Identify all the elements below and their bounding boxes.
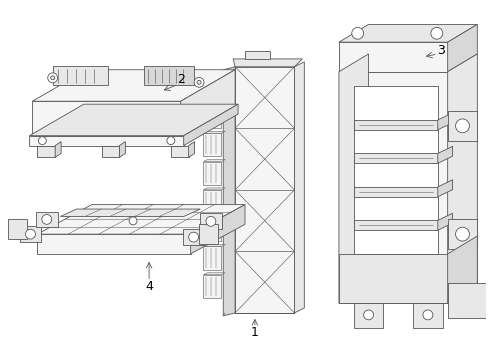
- Polygon shape: [190, 204, 244, 254]
- Text: 2: 2: [177, 73, 184, 86]
- Circle shape: [194, 77, 203, 87]
- Polygon shape: [203, 244, 225, 247]
- Polygon shape: [203, 103, 225, 105]
- Polygon shape: [32, 70, 235, 101]
- Polygon shape: [36, 212, 58, 227]
- Polygon shape: [203, 133, 221, 157]
- Polygon shape: [353, 86, 437, 254]
- Circle shape: [455, 227, 468, 241]
- Polygon shape: [244, 51, 269, 59]
- Polygon shape: [338, 254, 447, 303]
- Polygon shape: [203, 159, 225, 162]
- Polygon shape: [144, 66, 193, 85]
- Polygon shape: [353, 303, 383, 328]
- Polygon shape: [170, 145, 188, 157]
- Circle shape: [129, 217, 137, 225]
- Polygon shape: [353, 120, 437, 130]
- Polygon shape: [412, 303, 442, 328]
- Circle shape: [422, 310, 432, 320]
- Circle shape: [166, 137, 174, 145]
- Polygon shape: [203, 131, 225, 133]
- Polygon shape: [294, 62, 304, 313]
- Polygon shape: [233, 305, 302, 313]
- Polygon shape: [188, 141, 194, 157]
- Polygon shape: [223, 67, 235, 316]
- Polygon shape: [29, 136, 183, 145]
- Polygon shape: [198, 224, 218, 244]
- Polygon shape: [37, 234, 190, 254]
- Circle shape: [430, 27, 442, 39]
- Polygon shape: [203, 275, 221, 298]
- Polygon shape: [55, 141, 61, 157]
- Polygon shape: [37, 204, 244, 234]
- Polygon shape: [203, 216, 225, 218]
- Polygon shape: [353, 153, 437, 163]
- Polygon shape: [203, 75, 225, 77]
- Polygon shape: [353, 187, 437, 197]
- Polygon shape: [183, 229, 204, 245]
- Polygon shape: [119, 141, 125, 157]
- Polygon shape: [32, 101, 181, 136]
- Text: 1: 1: [250, 326, 258, 339]
- Text: 3: 3: [436, 44, 444, 57]
- Circle shape: [25, 229, 35, 239]
- Polygon shape: [181, 70, 235, 136]
- Circle shape: [351, 27, 363, 39]
- Polygon shape: [102, 145, 119, 157]
- Polygon shape: [200, 213, 221, 229]
- Circle shape: [197, 80, 201, 84]
- Polygon shape: [338, 42, 447, 72]
- Polygon shape: [447, 236, 476, 303]
- Polygon shape: [183, 104, 238, 145]
- Polygon shape: [203, 273, 225, 275]
- Polygon shape: [235, 67, 294, 313]
- Polygon shape: [20, 226, 41, 242]
- Polygon shape: [37, 145, 55, 157]
- Polygon shape: [437, 213, 452, 230]
- Text: 4: 4: [145, 280, 153, 293]
- Polygon shape: [203, 218, 221, 241]
- Polygon shape: [447, 54, 476, 303]
- Circle shape: [51, 76, 55, 80]
- Polygon shape: [338, 24, 476, 42]
- Polygon shape: [447, 219, 476, 249]
- Polygon shape: [53, 66, 107, 85]
- Polygon shape: [203, 247, 221, 270]
- Polygon shape: [8, 219, 27, 239]
- Polygon shape: [437, 180, 452, 197]
- Polygon shape: [203, 77, 221, 100]
- Polygon shape: [353, 220, 437, 230]
- Polygon shape: [338, 54, 368, 303]
- Polygon shape: [447, 24, 476, 72]
- Circle shape: [48, 73, 58, 83]
- Polygon shape: [437, 113, 452, 130]
- Polygon shape: [447, 111, 476, 141]
- Polygon shape: [447, 283, 486, 318]
- Circle shape: [455, 119, 468, 133]
- Polygon shape: [233, 59, 302, 67]
- Polygon shape: [203, 190, 221, 213]
- Circle shape: [38, 137, 46, 145]
- Polygon shape: [29, 104, 238, 136]
- Circle shape: [205, 216, 215, 226]
- Circle shape: [188, 232, 198, 242]
- Polygon shape: [203, 188, 225, 190]
- Polygon shape: [60, 209, 200, 216]
- Polygon shape: [338, 72, 447, 303]
- Polygon shape: [437, 146, 452, 163]
- Circle shape: [363, 310, 373, 320]
- Polygon shape: [203, 105, 221, 128]
- Polygon shape: [203, 162, 221, 185]
- Circle shape: [42, 215, 52, 224]
